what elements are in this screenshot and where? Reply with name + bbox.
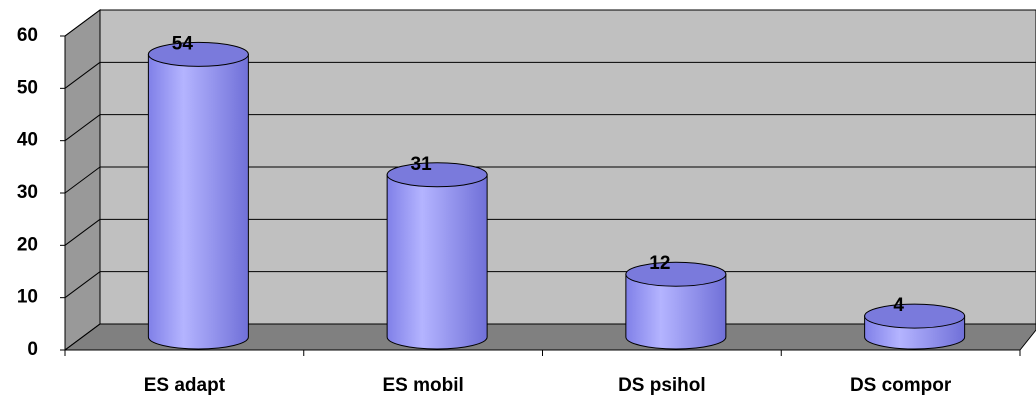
bar-top — [625, 261, 727, 287]
y-tick-label: 30 — [17, 182, 38, 203]
y-tick-label: 20 — [17, 234, 38, 255]
bar-body — [625, 273, 727, 350]
y-tick-label: 40 — [17, 130, 38, 151]
grid-line — [64, 323, 101, 351]
bar — [625, 261, 727, 350]
y-tick-label: 10 — [17, 287, 38, 308]
grid-line — [64, 218, 101, 246]
bar — [386, 162, 488, 350]
value-label: 12 — [649, 253, 670, 274]
x-tick-label: ES mobil — [382, 375, 463, 396]
bar-top — [386, 162, 488, 188]
bar-body — [147, 53, 249, 350]
value-label: 4 — [893, 295, 904, 316]
grid-line — [64, 114, 101, 142]
grid-line — [64, 271, 101, 299]
grid-line — [64, 166, 101, 194]
x-tick-label: ES adapt — [144, 375, 226, 396]
bar-top — [864, 303, 966, 329]
value-label: 31 — [411, 154, 433, 175]
y-tick-label: 60 — [17, 25, 38, 46]
y-tick-label: 50 — [17, 77, 38, 98]
x-tick-label: DS psihol — [618, 375, 706, 396]
value-label: 54 — [172, 33, 194, 54]
y-tick-label: 0 — [27, 339, 38, 360]
bar-top — [147, 41, 249, 67]
bar-body — [386, 174, 488, 350]
bar — [147, 41, 249, 350]
x-tick-label: DS compor — [850, 375, 952, 396]
bar — [864, 303, 966, 350]
grid-line — [64, 61, 101, 89]
grid-line — [64, 9, 101, 37]
